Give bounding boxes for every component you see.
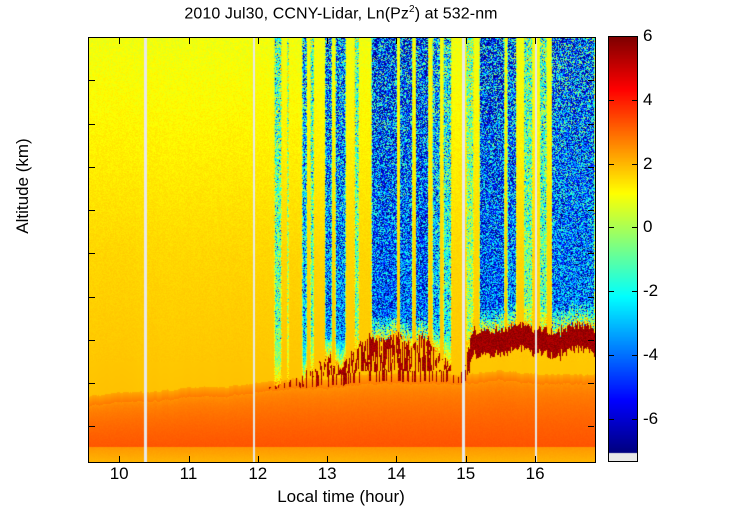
x-tick-mark-top — [327, 38, 329, 44]
colorbar-tick-label: -2 — [643, 281, 659, 301]
y-tick-mark-right — [588, 80, 594, 82]
x-tick-mark — [327, 456, 329, 462]
colorbar-tick-mark-right — [632, 355, 637, 357]
y-tick-mark — [89, 383, 95, 385]
colorbar-tick-label: 2 — [643, 153, 653, 173]
x-tick-mark-top — [257, 38, 259, 44]
x-tick-mark — [257, 456, 259, 462]
y-tick-mark — [89, 210, 95, 212]
y-tick-mark — [89, 253, 95, 255]
y-tick-mark-right — [588, 123, 594, 125]
y-tick-mark-right — [588, 339, 594, 341]
title-suffix: ) at 532-nm — [414, 5, 498, 23]
x-tick-mark — [535, 456, 537, 462]
x-tick-mark-top — [465, 38, 467, 44]
colorbar-tick-mark-right — [632, 291, 637, 293]
colorbar-tick-label: 0 — [643, 217, 653, 237]
colorbar-tick-mark-right — [632, 163, 637, 165]
y-tick-mark-right — [588, 210, 594, 212]
x-tick-label: 11 — [179, 464, 198, 483]
x-tick-mark-top — [396, 38, 398, 44]
x-tick-label: 15 — [456, 464, 476, 483]
colorbar-tick-label: 4 — [643, 89, 653, 109]
y-tick-mark — [89, 339, 95, 341]
y-tick-mark-right — [588, 296, 594, 298]
colorbar-tick-label: -4 — [643, 345, 659, 365]
y-tick-mark — [89, 37, 95, 38]
colorbar-tick-label: 6 — [643, 26, 653, 45]
x-tick-label: 12 — [248, 464, 268, 483]
x-tick-label: 14 — [386, 464, 406, 483]
y-tick-mark — [89, 296, 95, 298]
y-tick-mark-right — [588, 383, 594, 385]
y-tick-mark — [89, 426, 95, 428]
colorbar-tick-mark-right — [632, 99, 637, 101]
x-tick-mark — [119, 456, 121, 462]
title-prefix: 2010 Jul30, CCNY-Lidar, Ln(Pz — [184, 5, 410, 23]
colorbar-tick-mark — [609, 291, 614, 293]
colorbar-tick-mark-right — [632, 227, 637, 229]
y-tick-mark — [89, 166, 95, 168]
x-tick-label: 13 — [317, 464, 337, 483]
page-title: 2010 Jul30, CCNY-Lidar, Ln(Pz2) at 532-n… — [88, 4, 594, 23]
y-tick-mark-right — [588, 426, 594, 428]
colorbar-tick-mark — [609, 99, 614, 101]
plot-area[interactable] — [88, 37, 596, 463]
colorbar-tick-mark — [609, 418, 614, 420]
y-axis-label: Altitude (km) — [13, 138, 32, 234]
colorbar-tick-mark — [609, 355, 614, 357]
y-tick-mark — [89, 80, 95, 82]
x-axis-label: Local time (hour) — [277, 487, 405, 506]
x-tick-mark — [188, 456, 190, 462]
colorbar-tick-mark-right — [632, 418, 637, 420]
x-tick-label: 16 — [525, 464, 545, 483]
y-tick-mark-right — [588, 37, 594, 38]
colorbar-tick-mark — [609, 227, 614, 229]
y-tick-mark-right — [588, 253, 594, 255]
heatmap-canvas — [89, 38, 595, 462]
x-tick-mark-top — [119, 38, 121, 44]
title-superscript: 2 — [409, 4, 415, 15]
x-tick-label: 10 — [109, 464, 129, 483]
x-tick-mark — [465, 456, 467, 462]
colorbar-canvas — [609, 37, 637, 461]
colorbar[interactable] — [608, 36, 638, 462]
x-tick-mark-top — [188, 38, 190, 44]
x-tick-mark-top — [535, 38, 537, 44]
y-tick-mark — [89, 123, 95, 125]
colorbar-tick-mark — [609, 163, 614, 165]
y-tick-mark-right — [588, 166, 594, 168]
x-tick-mark — [396, 456, 398, 462]
colorbar-tick-label: -6 — [643, 408, 659, 428]
